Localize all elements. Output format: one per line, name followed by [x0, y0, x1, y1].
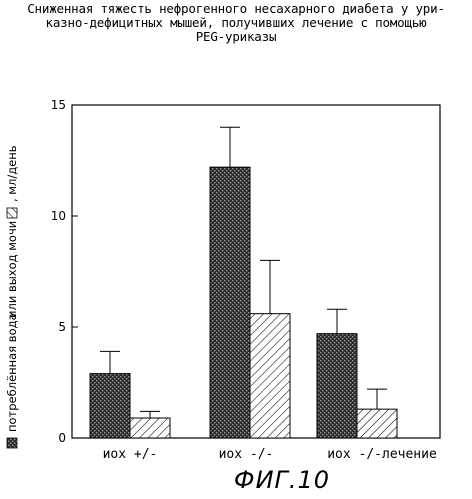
- legend-swatch-urine: [7, 208, 17, 218]
- x-category-label: иох -/-лечение: [327, 447, 437, 462]
- y-tick-label: 0: [58, 431, 66, 445]
- y-label-water: потреблённая вода: [5, 313, 19, 432]
- bar-water: [210, 167, 250, 438]
- x-category-label: иох +/-: [103, 447, 158, 462]
- y-axis-ticks: 0 5 10 15: [51, 98, 78, 445]
- bar-water: [317, 334, 357, 438]
- x-category-label: иох -/-: [219, 447, 274, 462]
- y-label-urine: или выход мочи: [5, 221, 19, 318]
- y-axis-title: потреблённая водаили выход мочи , мл/день: [5, 145, 19, 448]
- y-axis-label: потреблённая водаили выход мочи , мл/день: [5, 145, 19, 448]
- bars: [90, 167, 397, 438]
- y-tick-label: 15: [51, 98, 66, 112]
- bar-urine: [250, 314, 290, 438]
- y-label-unit: , мл/день: [5, 145, 19, 202]
- bar-urine: [357, 409, 397, 438]
- figure-label: ФИГ.10: [222, 466, 342, 494]
- y-tick-label: 10: [51, 209, 66, 223]
- legend-swatch-water: [7, 438, 17, 448]
- bar-water: [90, 374, 130, 438]
- x-axis-labels: иох +/- иох -/- иох -/-лечение: [103, 447, 437, 462]
- y-tick-label: 5: [58, 320, 66, 334]
- bar-urine: [130, 418, 170, 438]
